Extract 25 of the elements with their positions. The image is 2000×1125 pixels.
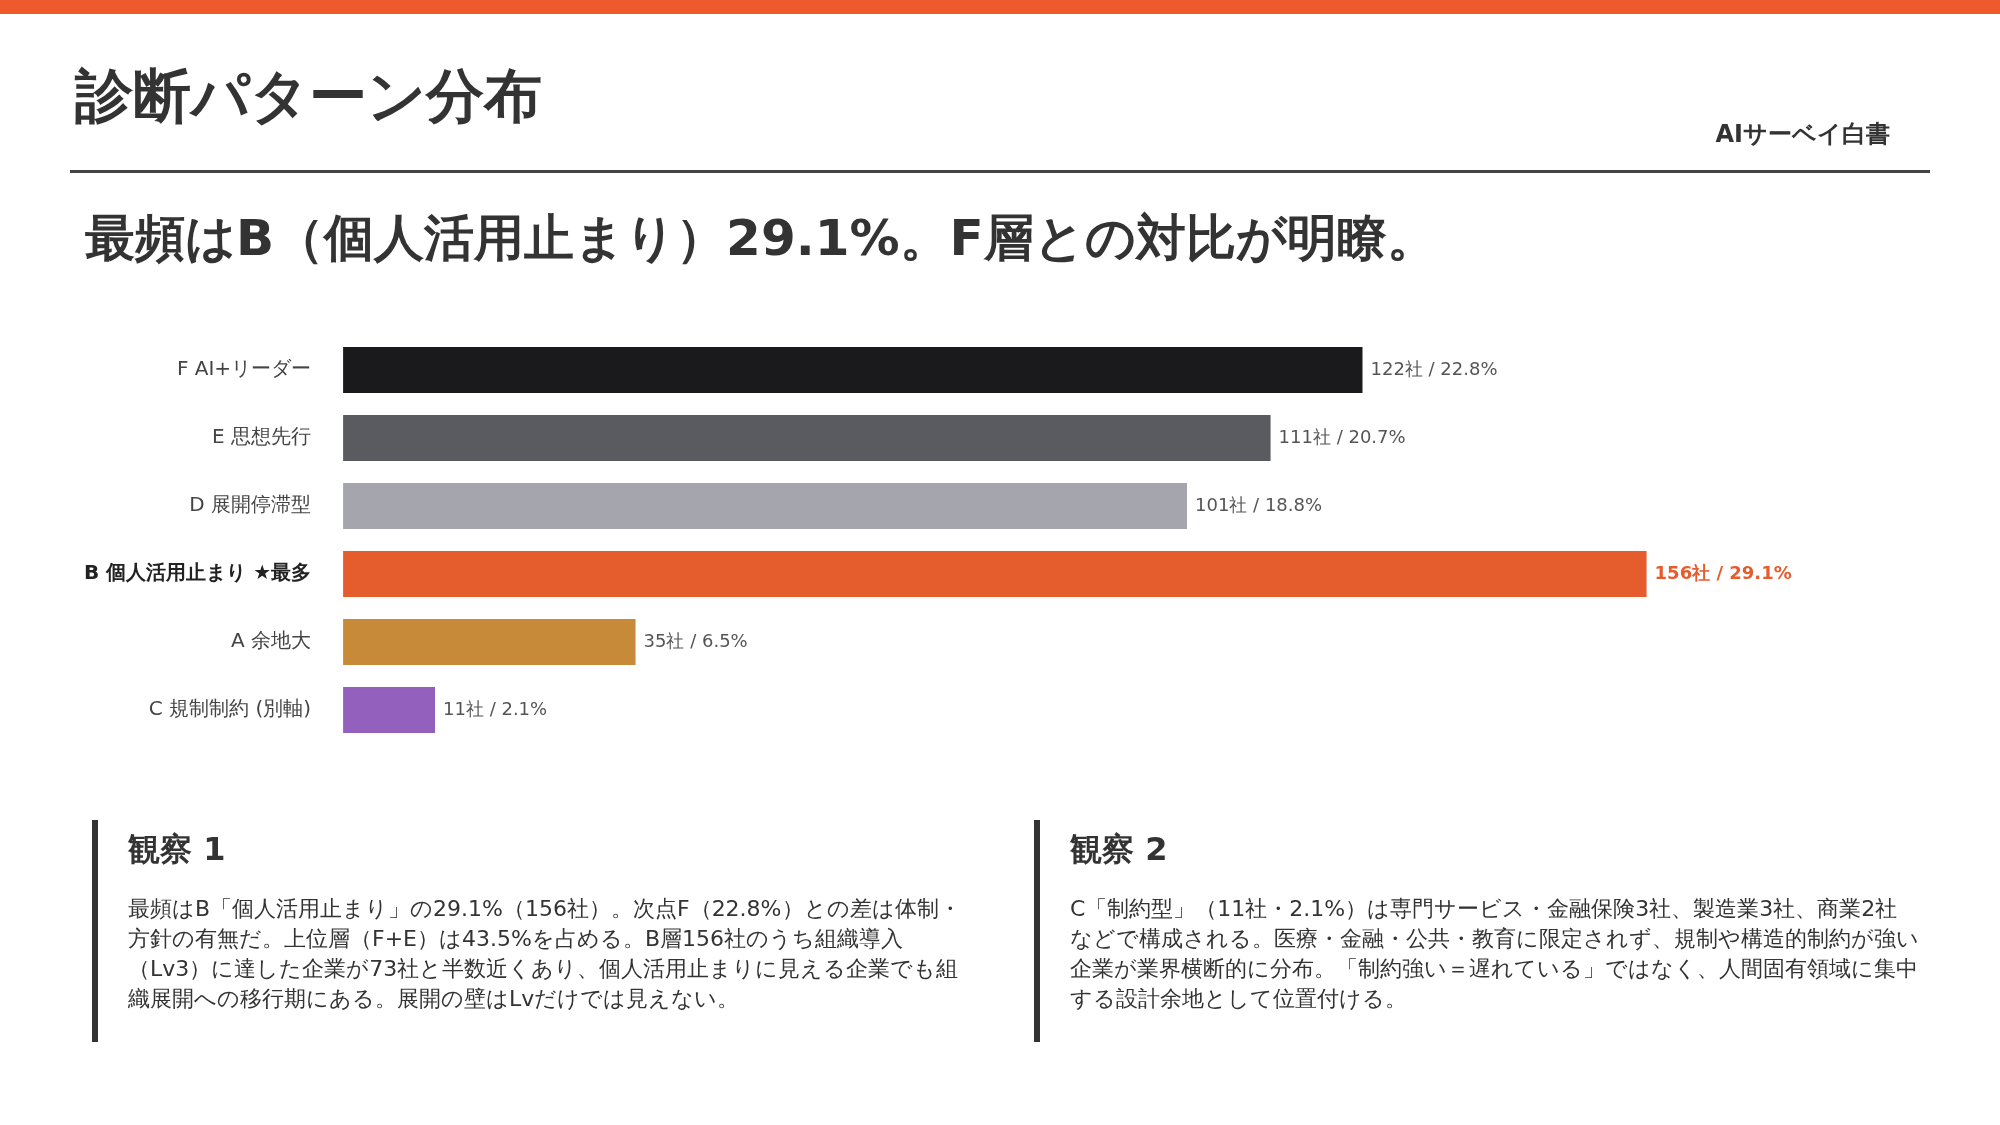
bar: [343, 550, 1647, 598]
text: 観察 2: [1070, 829, 1169, 870]
text: AIサーベイ白書: [1715, 119, 1890, 150]
data-label: 101社 / 18.8%: [1195, 493, 1323, 515]
y-tick-label: D 展開停滞型: [189, 492, 312, 517]
chart-subtitle: 最頻はB（個人活用止まり）29.1%。F層との対比が明瞭。: [85, 208, 1437, 269]
text: 観察 1: [128, 829, 227, 870]
text: C「制約型」（11社・2.1%）は専門サービス・金融保険3社、製造業3社、商業2社などで構成される。医療・金融・公共・教育に限定されず、規制や構造的制約が強い企業が業界横断的に分布。「制約強い＝遅れている」ではなく、人間固有領域に集中する設計余地として位置付ける。: [1070, 895, 1920, 1013]
y-tick-label: C 規制制約 (別軸): [148, 696, 312, 721]
y-tick-label: B 個人活用止まり ★最多: [83, 560, 312, 585]
y-tick-label: A 余地大: [231, 628, 312, 653]
data-label: 35社 / 6.5%: [643, 629, 748, 651]
bar: [343, 482, 1188, 530]
chart-title: 診断パターン分布: [75, 61, 542, 132]
text: 最頻はB「個人活用止まり」の29.1%（156社）。次点F（22.8%）との差は体制・方針の有無だ。上位層（F+E）は43.5%を占める。B層156社のうち組織導入（Lv3）に達した企業が73社と半数近くあり、個人活用止まりに見える企業でも組織展開への移行期にある。展開の壁はLvだけでは見えない。: [128, 895, 962, 1013]
data-label: 156社 / 29.1%: [1654, 561, 1792, 583]
data-label: 122社 / 22.8%: [1370, 357, 1498, 379]
bar: [343, 618, 636, 666]
bar: [343, 414, 1271, 462]
bar: [343, 686, 436, 734]
y-tick-label: E 思想先行: [212, 424, 312, 449]
y-tick-label: F AI+リーダー: [176, 356, 312, 381]
data-label: 111社 / 20.7%: [1278, 425, 1406, 447]
data-label: 11社 / 2.1%: [443, 697, 548, 719]
bar: [343, 346, 1363, 394]
